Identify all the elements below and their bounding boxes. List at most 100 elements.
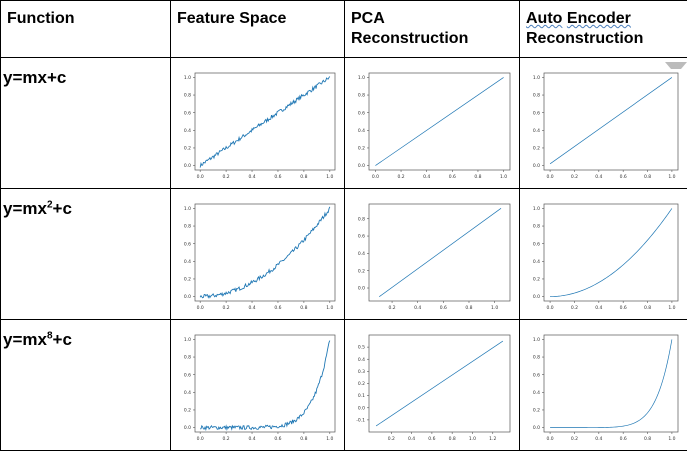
y-tick-label: 0.2 xyxy=(533,277,540,283)
y-tick-label: 0.0 xyxy=(533,163,540,169)
header-ae-line2: Reconstruction xyxy=(526,29,683,49)
y-tick-label: 0.2 xyxy=(184,408,191,414)
x-tick-label: 0.0 xyxy=(372,174,379,180)
x-tick-label: 0.2 xyxy=(571,305,578,311)
x-tick-label: 0.8 xyxy=(300,174,307,180)
y-tick-label: 0.8 xyxy=(533,224,540,230)
y-tick-label: 0.0 xyxy=(358,163,365,169)
x-tick-label: 0.2 xyxy=(571,436,578,442)
series-line xyxy=(379,208,501,296)
function-tail: +c xyxy=(53,199,72,218)
x-tick-label: 0.0 xyxy=(547,305,554,311)
x-tick-label: 0.6 xyxy=(274,436,281,442)
y-tick-label: 0.8 xyxy=(533,355,540,361)
header-pca: PCA Reconstruction xyxy=(345,1,520,58)
x-tick-label: 0.8 xyxy=(300,436,307,442)
x-tick-label: 0.0 xyxy=(547,174,554,180)
x-tick-label: 1.0 xyxy=(491,305,498,311)
series-line xyxy=(550,208,672,296)
x-tick-label: 1.0 xyxy=(668,436,675,442)
header-pca-line1: PCA xyxy=(351,9,515,29)
x-tick-label: 0.4 xyxy=(595,174,602,180)
x-tick-label: 0.2 xyxy=(397,174,404,180)
y-tick-label: 0.6 xyxy=(358,110,365,116)
y-tick-label: 0.4 xyxy=(358,128,365,134)
function-base: y=mx xyxy=(3,330,47,349)
x-tick-label: 0.0 xyxy=(197,436,204,442)
x-tick-label: 0.0 xyxy=(547,436,554,442)
y-tick-label: 0.6 xyxy=(533,110,540,116)
series-line xyxy=(200,207,330,298)
y-tick-label: 0.5 xyxy=(358,345,365,351)
x-tick-label: 0.8 xyxy=(644,174,651,180)
y-tick-label: 0.8 xyxy=(184,93,191,99)
x-tick-label: 0.4 xyxy=(595,305,602,311)
x-tick-label: 0.6 xyxy=(274,305,281,311)
function-cell: y=mx8+c xyxy=(1,320,171,451)
y-tick-label: 0.2 xyxy=(358,381,365,387)
table-row: y=mx+c 0.0 0.2 0.4 0.6 0.8 1.0 0.0 0.2 0.4 0.6 0.8… xyxy=(1,58,687,189)
y-tick-label: 0.4 xyxy=(358,357,365,363)
y-tick-label: 1.0 xyxy=(358,75,365,81)
x-tick-label: 0.4 xyxy=(248,305,255,311)
y-tick-label: 1.0 xyxy=(533,337,540,343)
y-tick-label: 1.0 xyxy=(533,206,540,212)
y-tick-label: 0.8 xyxy=(184,355,191,361)
y-tick-label: 0.0 xyxy=(184,425,191,431)
header-function: Function xyxy=(1,1,171,58)
y-tick-label: 0.2 xyxy=(184,277,191,283)
y-tick-label: 0.8 xyxy=(533,93,540,99)
y-tick-label: 0.8 xyxy=(184,224,191,230)
x-tick-label: 0.0 xyxy=(197,174,204,180)
x-tick-label: 1.0 xyxy=(668,174,675,180)
header-feature-space: Feature Space xyxy=(171,1,345,58)
header-feature-space-label: Feature Space xyxy=(177,10,286,27)
series-line xyxy=(550,77,672,163)
function-base: y=mx xyxy=(3,68,47,87)
x-tick-label: 0.2 xyxy=(223,305,230,311)
collapse-arrow-icon[interactable] xyxy=(665,62,687,79)
x-tick-label: 0.0 xyxy=(197,305,204,311)
y-tick-label: 0.2 xyxy=(184,146,191,152)
plot-frame xyxy=(369,204,510,301)
plot-frame xyxy=(544,204,678,301)
x-tick-label: 1.0 xyxy=(326,305,333,311)
header-ae-word-auto[interactable]: Auto xyxy=(526,10,562,27)
y-tick-label: 0.8 xyxy=(358,216,365,222)
y-tick-label: 0.4 xyxy=(184,390,191,396)
x-tick-label: 0.6 xyxy=(620,436,627,442)
x-tick-label: 0.2 xyxy=(388,436,395,442)
y-tick-label: 0.4 xyxy=(533,259,540,265)
x-tick-label: 0.8 xyxy=(449,436,456,442)
y-tick-label: 0.6 xyxy=(184,110,191,116)
x-tick-label: 0.4 xyxy=(408,436,415,442)
header-function-label: Function xyxy=(7,10,75,27)
y-tick-label: 0.6 xyxy=(533,372,540,378)
header-ae-word-encoder[interactable]: Encoder xyxy=(567,10,631,27)
series-line xyxy=(550,339,672,427)
y-tick-label: 0.8 xyxy=(358,93,365,99)
x-tick-label: 1.0 xyxy=(326,174,333,180)
x-tick-label: 0.4 xyxy=(248,436,255,442)
x-tick-label: 1.0 xyxy=(500,174,507,180)
function-tail: +c xyxy=(47,68,66,87)
series-line xyxy=(375,77,503,165)
y-tick-label: 1.0 xyxy=(184,337,191,343)
y-tick-label: 1.0 xyxy=(184,75,191,81)
x-tick-label: 1.2 xyxy=(489,436,496,442)
header-ae-line1: Auto Encoder xyxy=(526,9,683,29)
y-tick-label: 0.0 xyxy=(358,405,365,411)
x-tick-label: 0.8 xyxy=(465,305,472,311)
y-tick-label: 0.4 xyxy=(533,390,540,396)
